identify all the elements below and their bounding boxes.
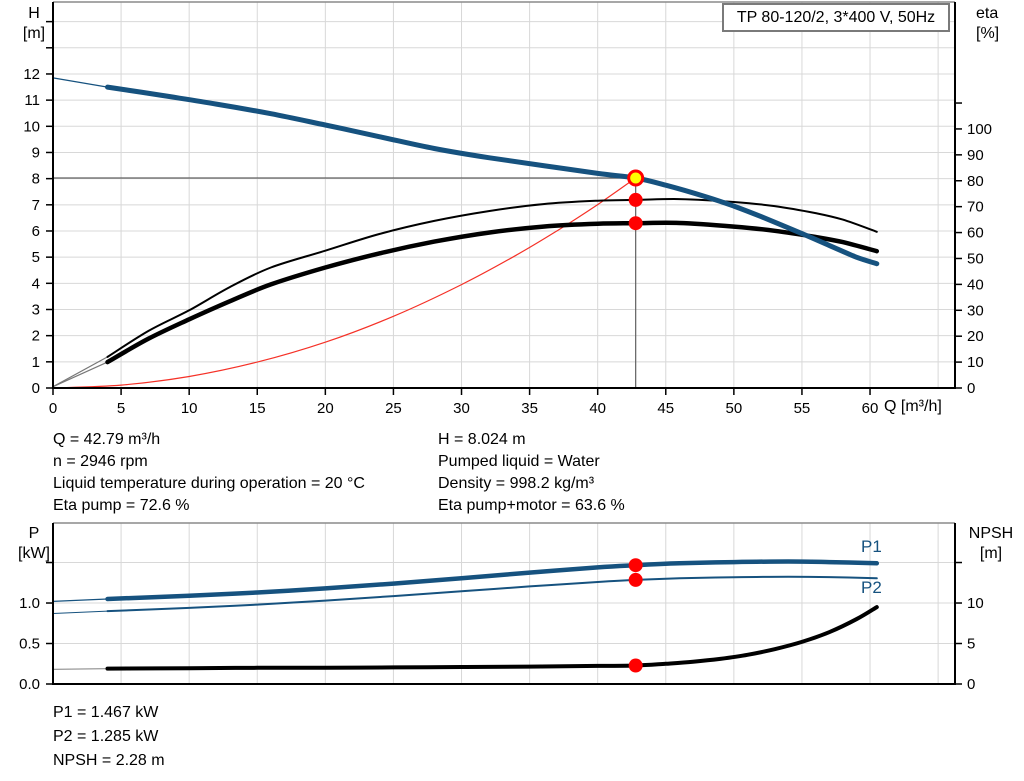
svg-text:1.0: 1.0 (19, 595, 40, 612)
annotation-p2: P2 = 1.285 kW (53, 728, 159, 745)
svg-text:40: 40 (589, 400, 606, 417)
svg-text:7: 7 (32, 197, 40, 214)
p2-curve (106, 575, 878, 613)
head-curve-lead (52, 77, 109, 88)
svg-text:8: 8 (32, 171, 40, 188)
annotation-head: H = 8.024 m (438, 431, 526, 448)
pump-model-badge: TP 80-120/2, 3*400 V, 50Hz (722, 3, 950, 32)
annotation-eta-pump-motor: Eta pump+motor = 63.6 % (438, 497, 625, 514)
svg-text:1: 1 (32, 354, 40, 371)
svg-text:5: 5 (967, 636, 975, 653)
annotation-liquid-temp: Liquid temperature during operation = 20… (53, 475, 365, 492)
svg-text:15: 15 (249, 400, 266, 417)
duty-point-annotations-right: H = 8.024 m Pumped liquid = Water Densit… (438, 429, 625, 517)
p1-curve (105, 559, 880, 602)
npsh-axis-label: NPSH [m] (962, 524, 1020, 564)
svg-text:10: 10 (181, 400, 198, 417)
svg-text:40: 40 (967, 276, 984, 293)
svg-text:30: 30 (453, 400, 470, 417)
svg-text:20: 20 (317, 400, 334, 417)
h-axis-label-line1: H (28, 5, 40, 22)
svg-text:55: 55 (794, 400, 811, 417)
eta-pump-motor-lead (52, 361, 109, 388)
eta-axis-label-line1: eta (976, 5, 999, 22)
annotation-speed: n = 2946 rpm (53, 453, 148, 470)
npsh-axis-label-line1: NPSH (968, 525, 1014, 542)
svg-text:0: 0 (49, 400, 57, 417)
p2-lead (52, 610, 108, 614)
svg-text:20: 20 (967, 328, 984, 345)
operating-point-marker[interactable] (627, 169, 645, 187)
svg-text:5: 5 (32, 249, 40, 266)
annotation-p1: P1 = 1.467 kW (53, 704, 159, 721)
duty-value-marker (628, 192, 643, 207)
duty-point-annotations-left: Q = 42.79 m³/h n = 2946 rpm Liquid tempe… (53, 429, 365, 517)
h-axis-label-line2: [m] (22, 25, 46, 42)
annotation-eta-pump: Eta pump = 72.6 % (53, 497, 190, 514)
h-axis-label: H [m] (8, 4, 60, 44)
svg-text:5: 5 (117, 400, 125, 417)
eta-axis-label-line2: [%] (976, 25, 1000, 42)
svg-text:25: 25 (385, 400, 402, 417)
eta-pump-motor-curve (105, 220, 880, 365)
npsh-lead (52, 668, 109, 670)
svg-text:10: 10 (23, 118, 40, 135)
p1-lead (52, 598, 109, 602)
p-axis-label-line1: P (28, 525, 40, 542)
svg-text:35: 35 (521, 400, 538, 417)
svg-text:0.0: 0.0 (19, 676, 40, 693)
npsh-curve (105, 605, 879, 671)
svg-text:11: 11 (24, 92, 40, 109)
eta-pump-lead (52, 356, 109, 388)
svg-text:12: 12 (23, 66, 40, 83)
head-curve (105, 84, 880, 267)
p-axis-label-line2: [kW] (18, 545, 50, 562)
duty-value-marker (628, 216, 643, 231)
p-axis-label: P [kW] (8, 524, 60, 564)
p1-curve-label: P1 (861, 537, 882, 556)
svg-text:80: 80 (967, 173, 984, 190)
duty-value-marker (628, 572, 643, 587)
annotation-flow: Q = 42.79 m³/h (53, 431, 161, 448)
svg-text:70: 70 (967, 199, 984, 216)
svg-text:50: 50 (726, 400, 743, 417)
svg-text:0: 0 (967, 380, 975, 397)
svg-text:2: 2 (32, 328, 40, 345)
npsh-axis-label-line2: [m] (979, 545, 1003, 562)
q-axis-unit-label: Q [m³/h] (884, 398, 942, 415)
eta-axis-label: eta [%] (976, 4, 1022, 44)
duty-value-marker (628, 658, 643, 673)
svg-text:9: 9 (32, 144, 40, 161)
annotation-density: Density = 998.2 kg/m³ (438, 475, 595, 492)
svg-text:0.5: 0.5 (19, 636, 40, 653)
eta-pump-curve (106, 198, 878, 358)
svg-text:0: 0 (967, 676, 975, 693)
svg-text:90: 90 (967, 147, 984, 164)
svg-text:100: 100 (967, 121, 992, 138)
svg-text:4: 4 (32, 275, 40, 292)
svg-text:0: 0 (32, 380, 40, 397)
svg-text:30: 30 (967, 302, 984, 319)
svg-text:50: 50 (967, 250, 984, 267)
svg-text:10: 10 (967, 354, 984, 371)
svg-text:60: 60 (967, 225, 984, 242)
svg-text:10: 10 (967, 595, 984, 612)
power-annotations: P1 = 1.467 kW P2 = 1.285 kW NPSH = 2.28 … (53, 701, 165, 773)
svg-text:3: 3 (32, 301, 40, 318)
annotation-pumped-liquid: Pumped liquid = Water (438, 453, 600, 470)
svg-text:45: 45 (657, 400, 674, 417)
svg-text:6: 6 (32, 223, 40, 240)
annotation-npsh: NPSH = 2.28 m (53, 752, 165, 769)
p2-curve-label: P2 (861, 578, 882, 597)
duty-value-marker (628, 558, 643, 573)
svg-text:60: 60 (862, 400, 879, 417)
